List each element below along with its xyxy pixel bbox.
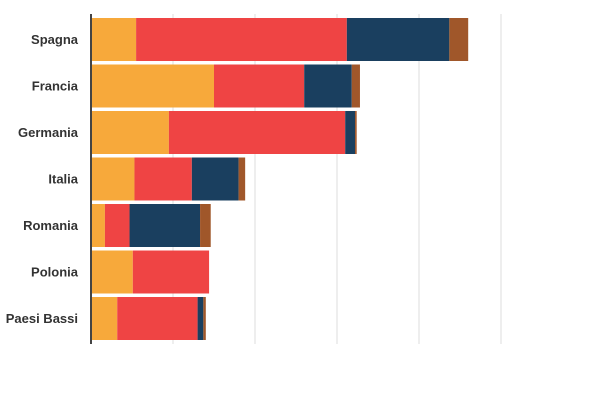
bar-segment (346, 18, 450, 61)
bar-segment (91, 18, 137, 61)
bar-segment (355, 111, 357, 154)
bar-segment (129, 204, 201, 247)
bar-segment (238, 157, 246, 201)
bar-segment (200, 204, 211, 247)
category-label: Francia (32, 79, 79, 94)
category-label: Paesi Bassi (6, 311, 78, 326)
bar-segment (168, 111, 346, 154)
category-labels: Spagna Francia Germania Italia Romania Poloni… (6, 32, 79, 326)
bar-segment (136, 18, 347, 61)
bar-segment (449, 18, 469, 61)
category-label: Polonia (31, 265, 79, 280)
bar-segment (197, 297, 204, 340)
bar-segment (214, 64, 305, 108)
bar-segment (134, 157, 192, 201)
bar-segment (132, 250, 210, 294)
bar-segment (91, 297, 118, 340)
bar-segment (304, 64, 352, 108)
category-label: Italia (48, 172, 78, 187)
category-label: Romania (23, 218, 79, 233)
bars (91, 18, 469, 340)
bar-segment (91, 250, 133, 294)
bar-segment (91, 204, 105, 247)
bar-segment (203, 297, 206, 340)
bar-segment (191, 157, 239, 201)
bar-segment (91, 111, 169, 154)
bar-segment (345, 111, 356, 154)
bar-segment (117, 297, 198, 340)
category-label: Spagna (31, 32, 79, 47)
bar-segment (351, 64, 360, 108)
bar-segment (91, 157, 135, 201)
category-label: Germania (18, 125, 79, 140)
bar-segment (104, 204, 130, 247)
bar-segment (91, 64, 214, 108)
